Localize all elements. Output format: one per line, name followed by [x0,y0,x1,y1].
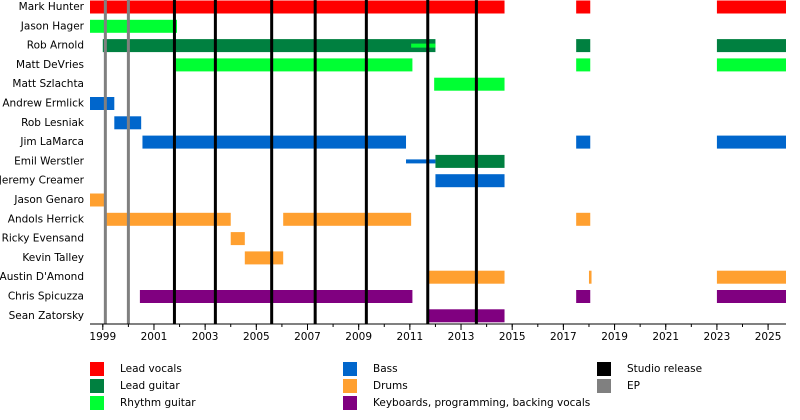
member-bar [588,270,592,284]
legend-label: Rhythm guitar [120,397,196,409]
member-bar [90,193,105,207]
legend-label: Studio release [627,363,702,375]
member-label: Rob Arnold [27,40,84,52]
legend-label: Keyboards, programming, backing vocals [373,397,590,409]
legend-swatch [90,362,104,376]
member-bar [576,39,591,53]
legend-swatch [597,362,611,376]
member-label: Jeremy Creamer [0,175,85,187]
member-bar [175,58,413,72]
member-label: Kevin Talley [22,252,84,264]
member-label: Austin D'Amond [0,271,84,283]
x-tick-label: 2007 [294,331,321,343]
member-label: Andrew Ermlick [2,98,85,110]
member-bar [230,232,245,246]
member-bar [576,58,591,72]
member-bar [90,19,177,33]
legend-swatch [90,379,104,393]
member-bar [716,135,786,149]
member-label: Matt DeVries [16,59,84,71]
x-tick-label: 2011 [396,331,423,343]
member-bar [105,212,231,226]
x-tick-label: 2017 [550,331,577,343]
member-bar [435,174,505,188]
member-bar [244,251,284,265]
member-bar [716,290,786,303]
legend-swatch [343,362,357,376]
member-label: Jim LaMarca [19,136,84,148]
member-label: Chris Spicuzza [8,291,84,303]
x-tick-label: 2005 [243,331,270,343]
member-label: Jason Genaro [13,194,84,206]
x-tick-label: 2021 [652,331,679,343]
member-bar [142,135,407,149]
member-bar [406,159,436,164]
member-label: Mark Hunter [19,1,85,13]
member-bar [283,212,412,226]
member-bar [139,290,413,303]
member-bar [716,58,786,72]
x-tick-label: 2001 [141,331,168,343]
x-tick-label: 2015 [499,331,526,343]
legend-label: Lead vocals [120,363,182,375]
member-bar [576,290,591,303]
member-bar [435,154,505,168]
member-bar [576,0,591,14]
legend-label: Drums [373,380,408,392]
member-bar [90,0,505,14]
x-tick-label: 1999 [89,331,116,343]
member-label: Matt Szlachta [12,78,84,90]
legend-swatch [597,379,611,393]
member-bar [576,135,591,149]
member-label: Sean Zatorsky [9,310,84,322]
member-bar [411,43,436,48]
member-label: Jason Hager [20,20,85,32]
legend-label: Lead guitar [120,380,180,392]
member-label: Ricky Evensand [2,233,84,245]
legend-swatch [90,396,104,410]
x-tick-label: 2023 [704,331,731,343]
legend-label: Bass [373,363,398,375]
member-bar [716,270,786,284]
member-bar [90,97,115,110]
member-bar [427,309,505,323]
x-tick-label: 2025 [755,331,782,343]
member-bar [576,212,591,226]
legend-swatch [343,396,357,410]
x-tick-label: 2019 [601,331,628,343]
member-label: Rob Lesniak [21,117,85,129]
member-bar [427,270,505,284]
member-bar [716,39,786,53]
member-label: Andols Herrick [8,213,85,225]
x-tick-label: 2013 [448,331,475,343]
member-bar [102,39,436,53]
member-bar [716,0,786,14]
member-label: Emil Werstler [14,155,85,167]
x-tick-label: 2009 [345,331,372,343]
legend-label: EP [627,380,640,392]
x-tick-label: 2003 [192,331,219,343]
legend-swatch [343,379,357,393]
member-bar [434,77,505,91]
